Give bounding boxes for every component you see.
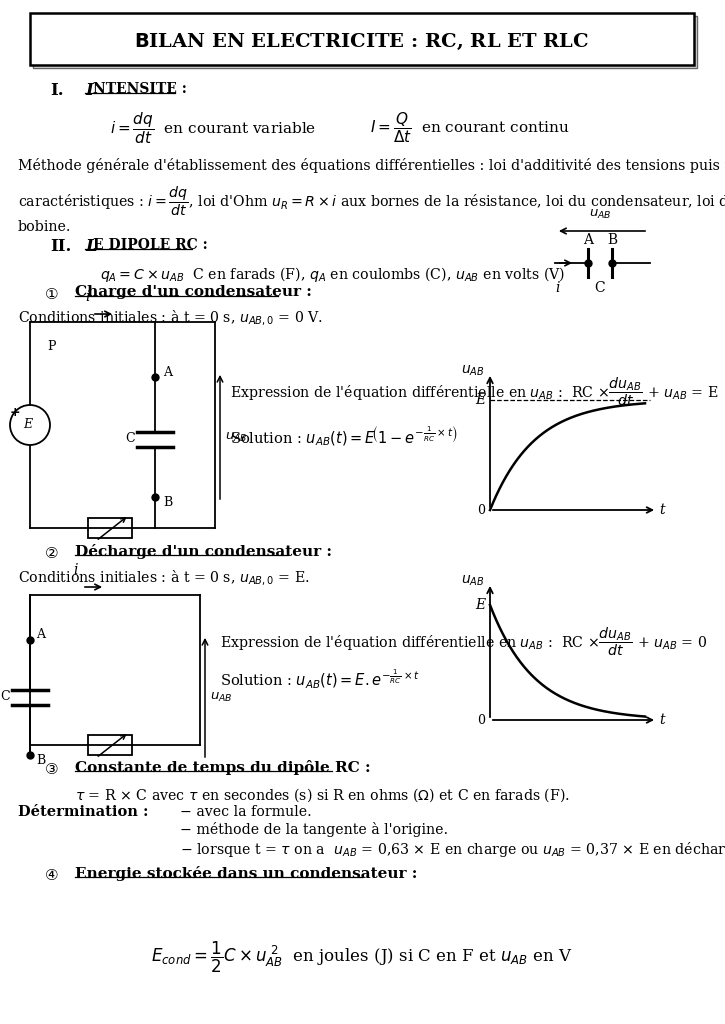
Text: $u_{AB}$: $u_{AB}$	[462, 364, 485, 378]
Text: Expression de l'équation différentielle en $u_{AB}$ :  RC $\times \dfrac{du_{AB}: Expression de l'équation différentielle …	[230, 375, 718, 408]
Text: C: C	[594, 281, 605, 295]
Text: 0: 0	[477, 714, 485, 726]
Text: C: C	[0, 690, 10, 703]
Text: Décharge d'un condensateur :: Décharge d'un condensateur :	[75, 544, 332, 559]
Text: i: i	[73, 563, 78, 577]
Text: $q_A = C \times u_{AB}$  C en farads (F), $q_A$ en coulombs (C), $u_{AB}$ en vol: $q_A = C \times u_{AB}$ C en farads (F),…	[100, 265, 565, 284]
Text: +: +	[9, 407, 20, 420]
Text: − lorsque t = $\tau$ on a  $u_{AB}$ = 0,63 $\times$ E en charge ou $u_{AB}$ = 0,: − lorsque t = $\tau$ on a $u_{AB}$ = 0,6…	[180, 840, 725, 859]
Text: Conditions initiales : à t = 0 s, $u_{AB,0}$ = E.: Conditions initiales : à t = 0 s, $u_{AB…	[18, 568, 310, 587]
Text: t: t	[659, 503, 665, 517]
Text: 0: 0	[477, 504, 485, 516]
Text: P: P	[48, 341, 57, 353]
Text: − méthode de la tangente à l'origine.: − méthode de la tangente à l'origine.	[180, 822, 448, 837]
Bar	[88, 518, 132, 538]
Text: $u_{AB}$: $u_{AB}$	[225, 430, 247, 443]
Text: E: E	[475, 598, 485, 612]
Text: I.: I.	[50, 82, 64, 99]
Text: Solution : $u_{AB}(t) = E\!\left(1 - e^{-\frac{1}{RC} \times t}\right)$: Solution : $u_{AB}(t) = E\!\left(1 - e^{…	[230, 425, 458, 449]
Text: ①: ①	[45, 287, 59, 302]
Text: Constante de temps du dipôle RC :: Constante de temps du dipôle RC :	[75, 760, 370, 775]
Text: ③: ③	[45, 762, 59, 777]
Text: i: i	[86, 290, 90, 304]
Text: B: B	[36, 754, 45, 767]
Text: E DIPOLE RC :: E DIPOLE RC :	[93, 238, 208, 252]
Text: Détermination :: Détermination :	[18, 805, 149, 819]
Text: t: t	[659, 713, 665, 727]
Text: $u_{AB}$: $u_{AB}$	[462, 573, 485, 588]
Text: L: L	[85, 238, 96, 255]
Text: A: A	[163, 366, 172, 379]
Text: $I = \dfrac{Q}{\Delta t}$  en courant continu: $I = \dfrac{Q}{\Delta t}$ en courant con…	[370, 110, 569, 144]
Text: $\tau$ = R $\times$ C avec $\tau$ en secondes (s) si R en ohms ($\Omega$) et C e: $\tau$ = R $\times$ C avec $\tau$ en sec…	[75, 786, 570, 804]
Bar	[30, 13, 694, 65]
Text: I: I	[85, 82, 93, 99]
Text: C: C	[125, 432, 135, 445]
Text: $i = \dfrac{dq}{dt}$  en courant variable: $i = \dfrac{dq}{dt}$ en courant variable	[110, 110, 316, 145]
Text: $\mathbf{B}$ILAN EN ELECTRICITE : RC, RL ET RLC: $\mathbf{B}$ILAN EN ELECTRICITE : RC, RL…	[134, 32, 589, 52]
Text: Solution : $u_{AB}(t) = E.e^{-\frac{1}{RC} \times t}$: Solution : $u_{AB}(t) = E.e^{-\frac{1}{R…	[220, 668, 420, 691]
Text: bobine.: bobine.	[18, 220, 72, 234]
Bar	[88, 735, 132, 755]
Text: E: E	[475, 393, 485, 407]
Text: II.: II.	[50, 238, 71, 255]
Text: Charge d'un condensateur :: Charge d'un condensateur :	[75, 285, 312, 299]
Text: B: B	[163, 496, 173, 509]
Text: ②: ②	[45, 546, 59, 561]
Text: NTENSITE :: NTENSITE :	[93, 82, 187, 96]
Bar	[33, 16, 697, 68]
Text: Méthode générale d'établissement des équations différentielles : loi d'additivit: Méthode générale d'établissement des équ…	[18, 158, 725, 173]
Circle shape	[10, 406, 50, 445]
Text: A: A	[583, 233, 593, 247]
Text: − avec la formule.: − avec la formule.	[180, 805, 312, 819]
Text: Energie stockée dans un condensateur :: Energie stockée dans un condensateur :	[75, 866, 418, 881]
Text: Expression de l'équation différentielle en $u_{AB}$ :  RC $\times \dfrac{du_{AB}: Expression de l'équation différentielle …	[220, 625, 707, 657]
Text: $E_{cond} = \dfrac{1}{2} C \times u_{AB}^{\ 2}$  en joules (J) si C en F et $u_{: $E_{cond} = \dfrac{1}{2} C \times u_{AB}…	[152, 940, 573, 975]
Text: $u_{AB}$: $u_{AB}$	[589, 208, 611, 221]
Text: Conditions initiales : à t = 0 s, $u_{AB,0}$ = 0 V.: Conditions initiales : à t = 0 s, $u_{AB…	[18, 308, 323, 327]
Text: i: i	[555, 281, 560, 295]
Text: caractéristiques : $i = \dfrac{dq}{dt}$, loi d'Ohm $u_R = R \times i$ aux bornes: caractéristiques : $i = \dfrac{dq}{dt}$,…	[18, 185, 725, 218]
Text: A: A	[36, 629, 45, 641]
Text: E: E	[23, 419, 33, 431]
Text: B: B	[607, 233, 617, 247]
Text: $u_{AB}$: $u_{AB}$	[210, 690, 233, 703]
Text: ④: ④	[45, 868, 59, 883]
